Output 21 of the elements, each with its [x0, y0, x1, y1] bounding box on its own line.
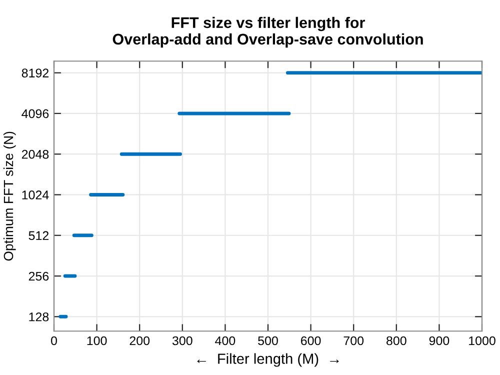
x-tick-label: 400: [215, 336, 236, 346]
y-tick-label: 4096: [22, 109, 49, 118]
x-tick-label: 900: [429, 336, 450, 346]
x-tick-label: 700: [344, 336, 364, 346]
x-tick-label: 1000: [469, 336, 496, 346]
x-tick-label: 500: [258, 336, 278, 346]
y-tick-label: 256: [28, 272, 49, 281]
y-tick-label: 2048: [22, 150, 49, 159]
x-tick-label: 0: [51, 336, 57, 346]
y-tick-label: 512: [28, 231, 49, 240]
x-tick-label: 300: [172, 336, 192, 346]
x-tick-label: 600: [301, 336, 321, 346]
y-tick-label: 1024: [22, 190, 49, 200]
chart-title: FFT size vs filter length for Overlap-add and Overlap-save convolution: [112, 16, 423, 48]
y-tick-label: 128: [29, 312, 49, 322]
y-axis-title: Optimum FFT size (N): [3, 132, 16, 261]
y-tick-label: 8192: [22, 68, 49, 78]
x-tick-label: 800: [386, 336, 406, 346]
x-axis-title: ← Filter length (M) →: [197, 353, 339, 367]
x-tick-label: 200: [130, 336, 150, 346]
x-tick-label: 100: [87, 336, 107, 346]
